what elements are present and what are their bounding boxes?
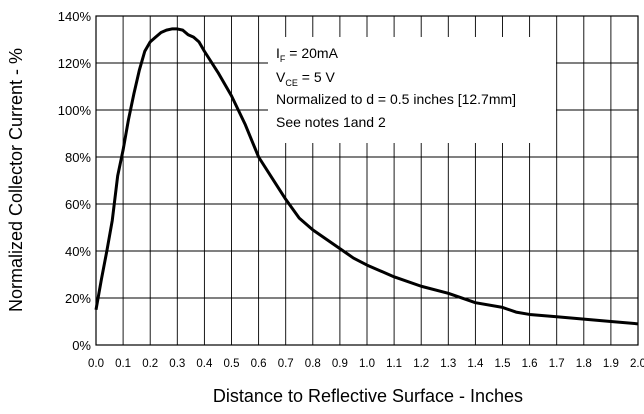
x-tick-label: 0.1 bbox=[115, 358, 131, 370]
y-tick-label: 140% bbox=[58, 9, 92, 24]
y-tick-label: 0% bbox=[72, 338, 91, 353]
x-tick-label: 1.7 bbox=[549, 358, 565, 370]
x-tick-label: 0.2 bbox=[142, 358, 158, 370]
y-tick-label: 80% bbox=[65, 150, 91, 165]
y-axis-ticks: 0% 20% 40% 60% 80% 100% 120% 140% bbox=[58, 9, 92, 353]
y-tick-label: 20% bbox=[65, 291, 91, 306]
x-axis-ticks: 0.0 0.1 0.2 0.3 0.4 0.5 0.6 0.7 0.8 0.9 1.0 1.1 1.2 1… bbox=[88, 358, 644, 370]
annotation-box: IF = 20mA VCE = 5 V Normalized to d = 0.… bbox=[268, 37, 556, 143]
x-tick-label: 0.3 bbox=[169, 358, 185, 370]
y-tick-label: 40% bbox=[65, 244, 91, 259]
x-tick-label: 1.8 bbox=[576, 358, 592, 370]
y-axis-label: Normalized Collector Current - % bbox=[6, 48, 26, 312]
x-tick-label: 0.8 bbox=[305, 358, 321, 370]
x-tick-label: 0.0 bbox=[88, 358, 104, 370]
x-axis-label: Distance to Reflective Surface - Inches bbox=[213, 386, 523, 406]
x-tick-label: 1.4 bbox=[467, 358, 484, 370]
x-tick-label: 1.0 bbox=[359, 358, 375, 370]
x-tick-label: 1.2 bbox=[413, 358, 429, 370]
x-tick-label: 1.9 bbox=[603, 358, 619, 370]
y-tick-label: 120% bbox=[58, 56, 92, 71]
x-tick-label: 1.6 bbox=[522, 358, 538, 370]
annotation-line-vce: VCE = 5 V bbox=[276, 69, 335, 88]
x-tick-label: 0.4 bbox=[196, 358, 213, 370]
x-tick-label: 0.5 bbox=[224, 358, 240, 370]
x-tick-label: 2.0 bbox=[630, 358, 644, 370]
x-tick-label: 1.3 bbox=[440, 358, 456, 370]
annotation-line-notes: See notes 1and 2 bbox=[276, 114, 386, 130]
x-tick-label: 0.9 bbox=[332, 358, 348, 370]
x-tick-label: 1.5 bbox=[495, 358, 511, 370]
y-tick-label: 100% bbox=[58, 103, 92, 118]
annotation-line-if: IF = 20mA bbox=[276, 45, 339, 64]
x-tick-label: 1.1 bbox=[386, 358, 402, 370]
annotation-background bbox=[268, 37, 556, 143]
series-line bbox=[94, 27, 639, 326]
annotation-line-normalized: Normalized to d = 0.5 inches [12.7mm] bbox=[276, 91, 516, 107]
x-tick-label: 0.6 bbox=[251, 358, 267, 370]
x-tick-label: 0.7 bbox=[278, 358, 294, 370]
y-tick-label: 60% bbox=[65, 197, 91, 212]
plot-frame bbox=[95, 15, 639, 346]
